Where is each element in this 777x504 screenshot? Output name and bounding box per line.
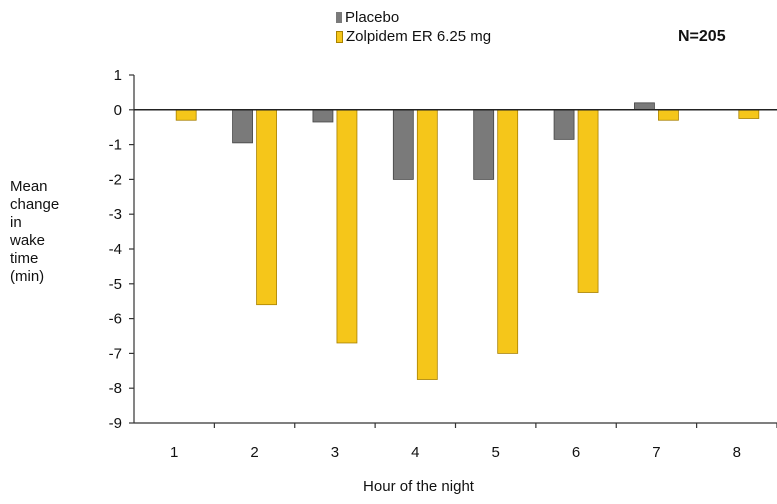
bar-placebo xyxy=(473,109,495,180)
bar-placebo xyxy=(392,109,414,180)
x-tick-label: 3 xyxy=(331,444,339,461)
y-tick-label: -6 xyxy=(109,311,122,328)
x-tick-label: 7 xyxy=(652,444,660,461)
bar-zolpidem xyxy=(497,109,519,354)
y-axis-label-line: time xyxy=(10,250,39,267)
y-tick-label: -1 xyxy=(109,137,122,154)
bar-placebo xyxy=(232,109,253,144)
x-tick-label: 1 xyxy=(170,444,178,461)
y-axis-label: Mean change in wake time (min) xyxy=(10,178,59,286)
legend-swatch-zolpidem xyxy=(336,30,343,43)
legend-item-zolpidem: Zolpidem ER 6.25 mg xyxy=(336,27,491,46)
chart-axes xyxy=(133,75,777,424)
y-tick-label: -3 xyxy=(109,206,122,223)
y-tick-label: -7 xyxy=(109,345,122,362)
y-axis-label-line: Mean xyxy=(10,178,48,195)
y-tick-label: -9 xyxy=(109,415,122,432)
legend: Placebo Zolpidem ER 6.25 mg xyxy=(336,8,491,46)
sample-size-annotation: N=205 xyxy=(678,28,726,45)
bar-zolpidem xyxy=(738,109,760,119)
bar-zolpidem xyxy=(175,109,197,121)
y-tick-label: 0 xyxy=(114,102,122,119)
x-tick-label: 5 xyxy=(492,444,500,461)
bar-placebo xyxy=(553,109,575,140)
legend-item-placebo: Placebo xyxy=(336,8,491,27)
chart-ticks: 1 0 -1 -2 -3 -4 -5 -6 -7 -8 -9 1 2 3 4 5 6 7 8 xyxy=(109,67,777,461)
x-tick-label: 8 xyxy=(733,444,741,461)
bar-zolpidem xyxy=(658,109,679,121)
legend-label-placebo: Placebo xyxy=(345,9,400,26)
y-axis-label-line: in xyxy=(10,214,22,231)
bar-placebo xyxy=(634,102,655,111)
bar-zolpidem xyxy=(577,109,599,293)
chart-bars xyxy=(134,102,777,380)
y-tick-label: -5 xyxy=(109,276,122,293)
y-tick-label: -4 xyxy=(109,241,122,258)
y-tick-label: -2 xyxy=(109,171,122,188)
y-tick-label: 1 xyxy=(114,67,122,84)
x-axis-label: Hour of the night xyxy=(363,478,474,495)
bar-placebo xyxy=(312,109,334,123)
x-tick-label: 4 xyxy=(411,444,419,461)
bar-zolpidem xyxy=(336,109,358,344)
bar-zolpidem xyxy=(416,109,438,380)
legend-swatch-placebo xyxy=(336,12,342,23)
y-axis-label-line: wake xyxy=(10,232,46,249)
legend-label-zolpidem: Zolpidem ER 6.25 mg xyxy=(346,28,492,45)
y-tick-label: -8 xyxy=(109,380,122,397)
y-axis-label-line: (min) xyxy=(10,268,45,285)
bar-zolpidem xyxy=(256,109,277,306)
x-tick-label: 2 xyxy=(250,444,258,461)
x-tick-label: 6 xyxy=(572,444,580,461)
y-axis-label-line: change xyxy=(10,196,60,213)
